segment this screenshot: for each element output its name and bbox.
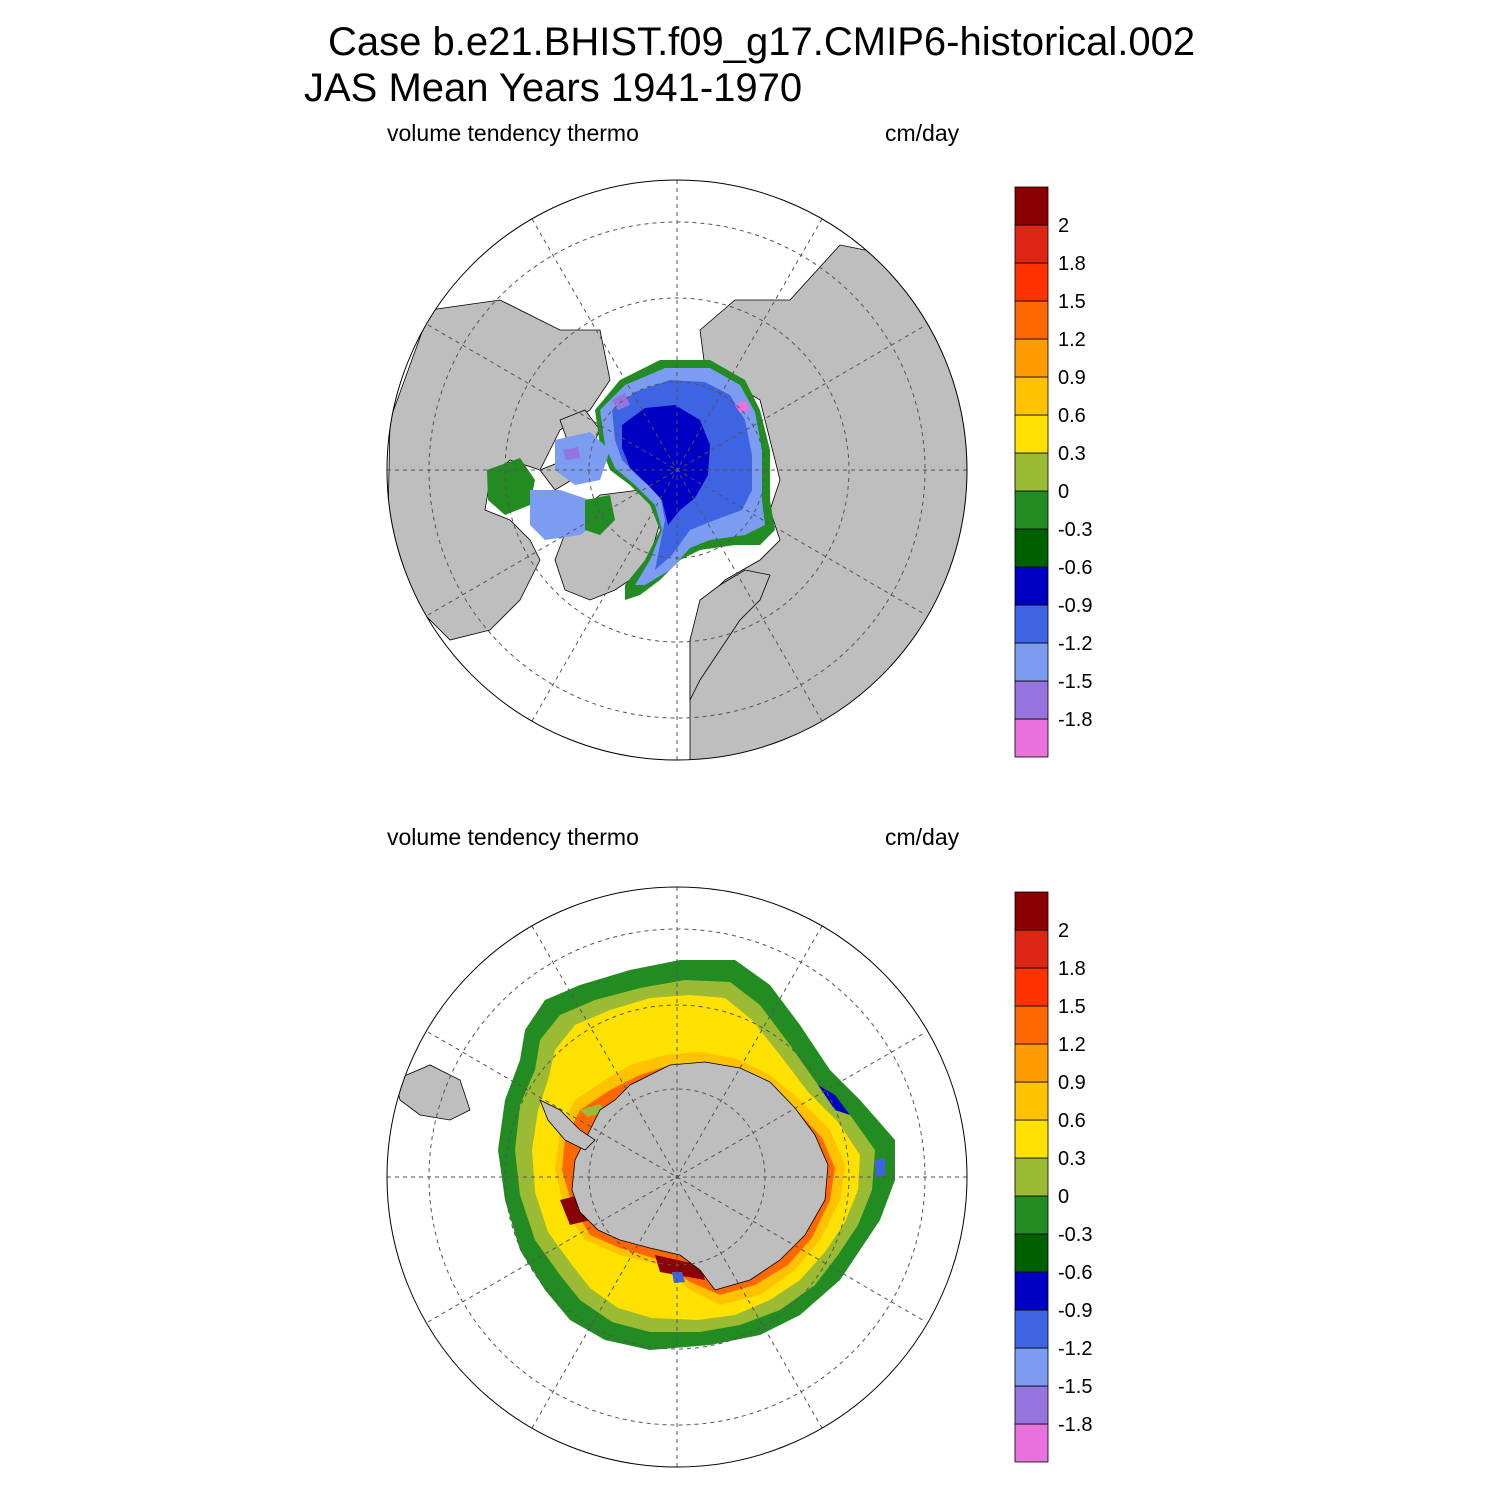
colorbar-south-tick-label-3: -0.9 [1058, 1300, 1092, 1322]
blue-pocket-2 [875, 1158, 885, 1178]
colorbar-south-swatch-14 [1014, 891, 1049, 931]
colorbar-north-tick-label-0: -1.8 [1058, 709, 1092, 731]
north-panel-left-label: volume tendency thermo [387, 120, 639, 146]
land-mass [571, 1061, 829, 1291]
colorbar-north-swatch-14 [1014, 186, 1049, 226]
colorbar-north-swatch-4 [1014, 566, 1049, 606]
north-panel-units-label: cm/day [885, 120, 960, 146]
north-polar-map [386, 179, 968, 761]
colorbar-north-tick-label-8: 0.6 [1058, 405, 1086, 427]
colorbar-south-swatch-9 [1014, 1081, 1049, 1121]
land-mass [394, 1064, 471, 1121]
colorbar-south-tick-label-9: 0.9 [1058, 1072, 1086, 1094]
north-map-border [386, 179, 968, 761]
colorbar-south-swatch-0 [1014, 1423, 1049, 1463]
colorbar-south-swatch-5 [1014, 1233, 1049, 1273]
colorbar-south-tick-label-0: -1.8 [1058, 1414, 1092, 1436]
south-panel-units-label: cm/day [885, 824, 960, 850]
north-sea-ice-field [487, 360, 775, 600]
colorbar-north-tick-label-12: 1.8 [1058, 253, 1086, 275]
colorbar-south-swatch-6 [1014, 1195, 1049, 1235]
colorbar-north-tick-label-5: -0.3 [1058, 519, 1092, 541]
colorbar-north-swatch-1 [1014, 680, 1049, 720]
plot-title-line2: JAS Mean Years 1941-1970 [304, 66, 803, 110]
colorbar-south-tick-label-2: -1.2 [1058, 1338, 1092, 1360]
colorbar-north-tick-label-13: 2 [1058, 215, 1069, 237]
colorbar-south-swatch-4 [1014, 1271, 1049, 1311]
colorbar-south-swatch-1 [1014, 1385, 1049, 1425]
colorbar-south-swatch-7 [1014, 1157, 1049, 1197]
colorbar-north: -1.8 -1.5 -1.2 -0.9 -0.6 -0.3 0 0.3 0.6 0.9 1.2 1.5… [1014, 186, 1092, 758]
dark-red-patch-2 [655, 1255, 705, 1280]
colorbar-north-swatch-9 [1014, 376, 1049, 416]
colorbar-north-swatch-12 [1014, 262, 1049, 302]
colorbar-north-tick-label-9: 0.9 [1058, 367, 1086, 389]
colorbar-north-swatch-13 [1014, 224, 1049, 264]
colorbar-south-tick-label-1: -1.5 [1058, 1376, 1092, 1398]
colorbar-south-tick-label-8: 0.6 [1058, 1110, 1086, 1132]
archipelago-ice [555, 432, 610, 485]
colorbar-north-swatch-2 [1014, 642, 1049, 682]
colorbar-south-tick-label-12: 1.8 [1058, 958, 1086, 980]
colorbar-north-swatch-7 [1014, 452, 1049, 492]
south-map-border [386, 886, 968, 1468]
colorbar-south-swatch-12 [1014, 967, 1049, 1007]
arctic-ice-core [622, 405, 710, 525]
colorbar-south-tick-label-13: 2 [1058, 920, 1069, 942]
south-graticule [387, 887, 967, 1467]
colorbar-north-tick-label-6: 0 [1058, 481, 1069, 503]
baffin-bay-edge [585, 495, 615, 535]
colorbar-south-tick-label-5: -0.3 [1058, 1224, 1092, 1246]
blue-pocket-3 [672, 1272, 685, 1283]
colorbar-north-tick-label-11: 1.5 [1058, 291, 1086, 313]
south-land [394, 1061, 829, 1291]
colorbar-north-swatch-8 [1014, 414, 1049, 454]
colorbar-north-tick-label-10: 1.2 [1058, 329, 1086, 351]
colorbar-south-tick-label-11: 1.5 [1058, 996, 1086, 1018]
colorbar-south: -1.8 -1.5 -1.2 -0.9 -0.6 -0.3 0 0.3 0.6 0.9 1.2 1.5… [1014, 891, 1092, 1463]
colorbar-north-swatch-5 [1014, 528, 1049, 568]
colorbar-north-swatch-0 [1014, 718, 1049, 758]
colorbar-south-swatch-8 [1014, 1119, 1049, 1159]
colorbar-north-swatch-11 [1014, 300, 1049, 340]
colorbar-south-swatch-3 [1014, 1309, 1049, 1349]
colorbar-north-tick-label-7: 0.3 [1058, 443, 1086, 465]
purple-patch-2 [563, 447, 580, 460]
colorbar-south-tick-label-7: 0.3 [1058, 1148, 1086, 1170]
south-polar-map [386, 886, 968, 1468]
colorbar-south-swatch-2 [1014, 1347, 1049, 1387]
blue-pocket-1 [818, 1085, 850, 1115]
colorbar-south-swatch-11 [1014, 1005, 1049, 1045]
baffin-bay-ice [530, 490, 600, 540]
colorbar-south-swatch-13 [1014, 929, 1049, 969]
colorbar-south-tick-label-10: 1.2 [1058, 1034, 1086, 1056]
north-graticule [387, 180, 967, 760]
colorbar-south-tick-label-6: 0 [1058, 1186, 1069, 1208]
colorbar-north-tick-label-4: -0.6 [1058, 557, 1092, 579]
purple-patch-3 [735, 400, 750, 413]
colorbar-north-swatch-10 [1014, 338, 1049, 378]
land-mass [689, 569, 771, 701]
colorbar-south-tick-label-4: -0.6 [1058, 1262, 1092, 1284]
colorbar-north-tick-label-1: -1.5 [1058, 671, 1092, 693]
colorbar-north-tick-label-3: -0.9 [1058, 595, 1092, 617]
hudson-bay-ice [487, 458, 535, 515]
south-panel-left-label: volume tendency thermo [387, 824, 639, 850]
colorbar-south-swatch-10 [1014, 1043, 1049, 1083]
colorbar-north-swatch-3 [1014, 604, 1049, 644]
land-mass [539, 1099, 596, 1151]
colorbar-north-swatch-6 [1014, 490, 1049, 530]
colorbar-north-tick-label-2: -1.2 [1058, 633, 1092, 655]
plot-title-line1: Case b.e21.BHIST.f09_g17.CMIP6-historica… [328, 20, 1196, 64]
